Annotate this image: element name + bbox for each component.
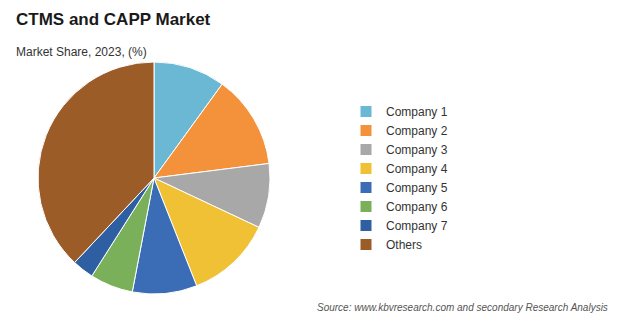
svg-text:CTMS and CAPP Market: CTMS and CAPP Market bbox=[16, 10, 211, 29]
svg-text:Others: Others bbox=[386, 238, 422, 252]
svg-text:Source: www.kbvresearch.com an: Source: www.kbvresearch.com and secondar… bbox=[317, 302, 608, 313]
svg-text:Company 4: Company 4 bbox=[386, 162, 448, 176]
svg-text:Company 1: Company 1 bbox=[386, 105, 448, 119]
svg-text:Company 3: Company 3 bbox=[386, 143, 448, 157]
svg-text:Market Share, 2023, (%): Market Share, 2023, (%) bbox=[16, 45, 147, 59]
svg-text:Company 7: Company 7 bbox=[386, 219, 448, 233]
svg-text:Company 2: Company 2 bbox=[386, 124, 448, 138]
svg-text:Company 5: Company 5 bbox=[386, 181, 448, 195]
svg-text:Company 6: Company 6 bbox=[386, 200, 448, 214]
